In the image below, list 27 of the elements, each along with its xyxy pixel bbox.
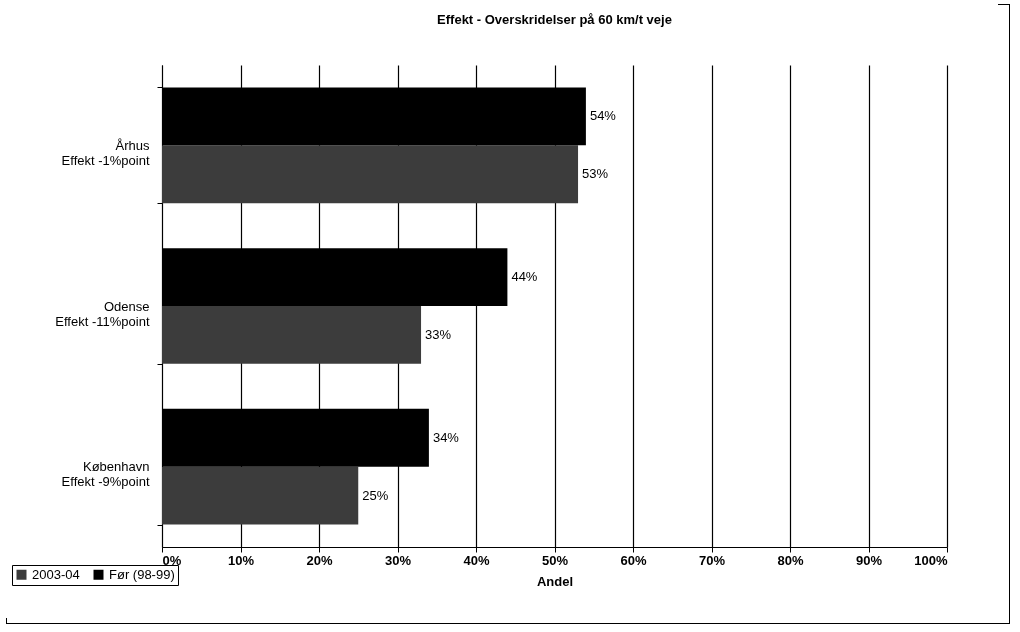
data-label: 33%: [425, 326, 452, 342]
bar: [162, 466, 359, 525]
y-tick-label: Odense Effekt -11%point: [55, 298, 150, 329]
data-label: 44%: [511, 269, 538, 285]
bar: [162, 145, 579, 204]
x-tick-label: 60%: [620, 552, 647, 568]
x-tick-label: 80%: [777, 552, 804, 568]
x-tick-label: 10%: [227, 552, 255, 568]
chart-title: Effekt - Overskridelser på 60 km/t veje: [437, 12, 672, 27]
x-tick-label: 100%: [914, 552, 948, 568]
x-axis-title: Andel: [536, 573, 574, 589]
data-label: 54%: [589, 108, 617, 124]
x-tick-label: 70%: [698, 552, 726, 568]
x-tick-label: 90%: [855, 552, 883, 568]
x-tick-label: 40%: [463, 552, 490, 568]
y-tick-label: Århus Effekt -1%point: [61, 137, 150, 168]
x-tick-label: 0%: [162, 552, 182, 568]
legend-label: 2003-04: [32, 566, 80, 582]
x-tick-label: 50%: [541, 552, 569, 568]
data-label: 25%: [362, 487, 389, 503]
legend-label: Før (98-99): [109, 566, 175, 582]
x-tick-label: 30%: [384, 552, 412, 568]
data-label: 34%: [432, 429, 460, 445]
y-tick-label: København Effekt -9%point: [61, 459, 150, 490]
bar: [162, 306, 422, 364]
data-label: 53%: [582, 166, 609, 182]
x-tick-label: 20%: [306, 552, 333, 568]
